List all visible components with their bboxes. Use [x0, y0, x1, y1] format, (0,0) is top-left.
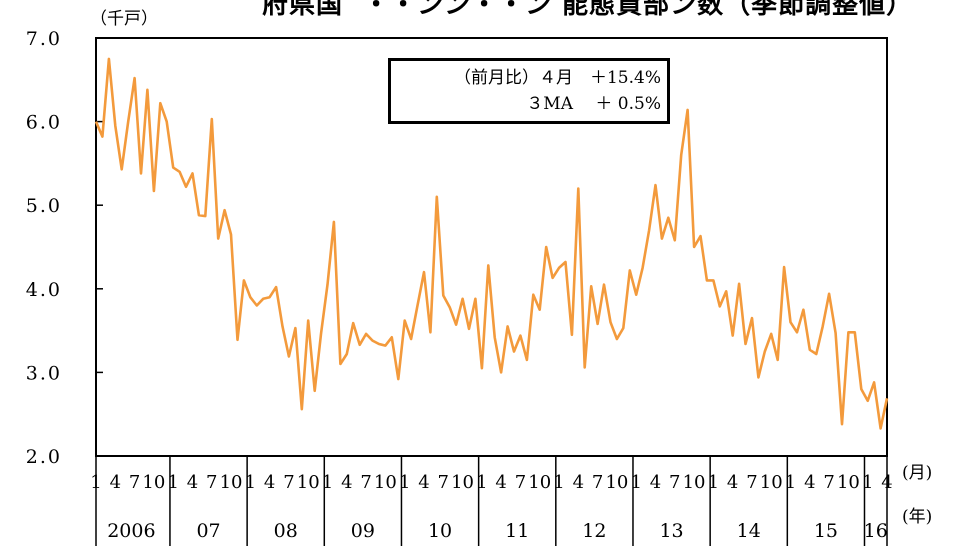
month-tick-label: 1	[476, 472, 487, 493]
month-tick-label: 7	[592, 472, 603, 493]
y-tick-label: 2.0	[26, 446, 62, 468]
month-tick-label: 10	[142, 472, 165, 493]
y-tick-label: 7.0	[26, 28, 62, 50]
month-tick-label: 1	[553, 472, 564, 493]
month-tick-label: 10	[220, 472, 243, 493]
month-tick-label: 7	[823, 472, 834, 493]
y-axis-unit: （千戸）	[90, 9, 158, 29]
month-tick-label: 7	[438, 472, 449, 493]
chart-axes	[95, 37, 888, 546]
y-tick-label: 4.0	[26, 279, 62, 301]
month-tick-label: 4	[264, 472, 275, 493]
month-tick-label: 1	[630, 472, 641, 493]
month-tick-label: 7	[283, 472, 294, 493]
year-tick-label: 08	[274, 520, 298, 542]
y-tick-label: 6.0	[26, 112, 62, 134]
month-tick-label: 7	[669, 472, 680, 493]
chart-title-fragment: 府県国 ・・ンン・・ン 能態貸部ン数（季節調整値）	[262, 0, 914, 20]
month-tick-label: 4	[110, 472, 121, 493]
month-tick-label: 1	[322, 472, 333, 493]
x-axis-unit-month: (月)	[902, 463, 933, 483]
month-tick-label: 1	[785, 472, 796, 493]
month-tick-label: 7	[206, 472, 217, 493]
month-tick-label: 4	[495, 472, 506, 493]
month-tick-label: 10	[297, 472, 320, 493]
y-tick-labels: 2.0 3.0 4.0 5.0 6.0 7.0	[26, 28, 62, 468]
month-tick-label: 10	[374, 472, 397, 493]
month-tick-label: 1	[245, 472, 256, 493]
month-tick-label: 4	[341, 472, 352, 493]
month-tick-label: 4	[187, 472, 198, 493]
month-tick-label: 1	[708, 472, 719, 493]
year-tick-label: 13	[659, 520, 683, 542]
month-tick-label: 4	[804, 472, 815, 493]
month-tick-label: 1	[167, 472, 178, 493]
year-tick-label: 12	[582, 520, 606, 542]
month-tick-label: 7	[515, 472, 526, 493]
annotation-label-1: （前月比）４月	[453, 68, 573, 88]
year-tick-label: 10	[428, 520, 452, 542]
year-tick-label: 11	[505, 520, 529, 542]
month-tick-label: 10	[760, 472, 783, 493]
month-tick-label: 4	[418, 472, 429, 493]
x-axis-unit-year: (年)	[902, 507, 933, 527]
month-tick-label: 10	[837, 472, 860, 493]
month-tick-label: 7	[746, 472, 757, 493]
month-tick-label: 7	[360, 472, 371, 493]
year-tick-label: 2006	[107, 520, 155, 542]
annotation-row-1: （前月比）４月 ＋15.4%	[391, 65, 661, 91]
month-tick-label: 4	[573, 472, 584, 493]
month-tick-label: 4	[727, 472, 738, 493]
month-tick-label: 4	[650, 472, 661, 493]
month-tick-label: 1	[862, 472, 873, 493]
month-tick-label: 4	[881, 472, 892, 493]
year-tick-label: 07	[196, 520, 220, 542]
month-tick-label: 10	[451, 472, 474, 493]
series-layer	[94, 57, 889, 430]
change-annotation-box: （前月比）４月 ＋15.4% ３MA ＋ 0.5%	[388, 58, 670, 124]
year-tick-label: 16	[864, 520, 888, 542]
annotation-row-2: ３MA ＋ 0.5%	[391, 91, 661, 117]
month-tick-label: 10	[683, 472, 706, 493]
month-tick-label: 7	[129, 472, 140, 493]
year-tick-label: 15	[814, 520, 838, 542]
plot-frame	[95, 37, 888, 457]
month-tick-label: 1	[399, 472, 410, 493]
month-tick-label: 1	[90, 472, 101, 493]
year-tick-label: 14	[737, 520, 761, 542]
y-tick-label: 3.0	[26, 362, 62, 384]
y-tick-label: 5.0	[26, 195, 62, 217]
month-tick-label: 10	[528, 472, 551, 493]
year-tick-label: 09	[351, 520, 375, 542]
series-line	[94, 57, 889, 430]
annotation-value-1: ＋15.4%	[589, 68, 661, 88]
month-tick-label: 10	[605, 472, 628, 493]
annotation-value-2: ＋ 0.5%	[595, 94, 661, 114]
annotation-label-2: ３MA	[526, 94, 573, 114]
